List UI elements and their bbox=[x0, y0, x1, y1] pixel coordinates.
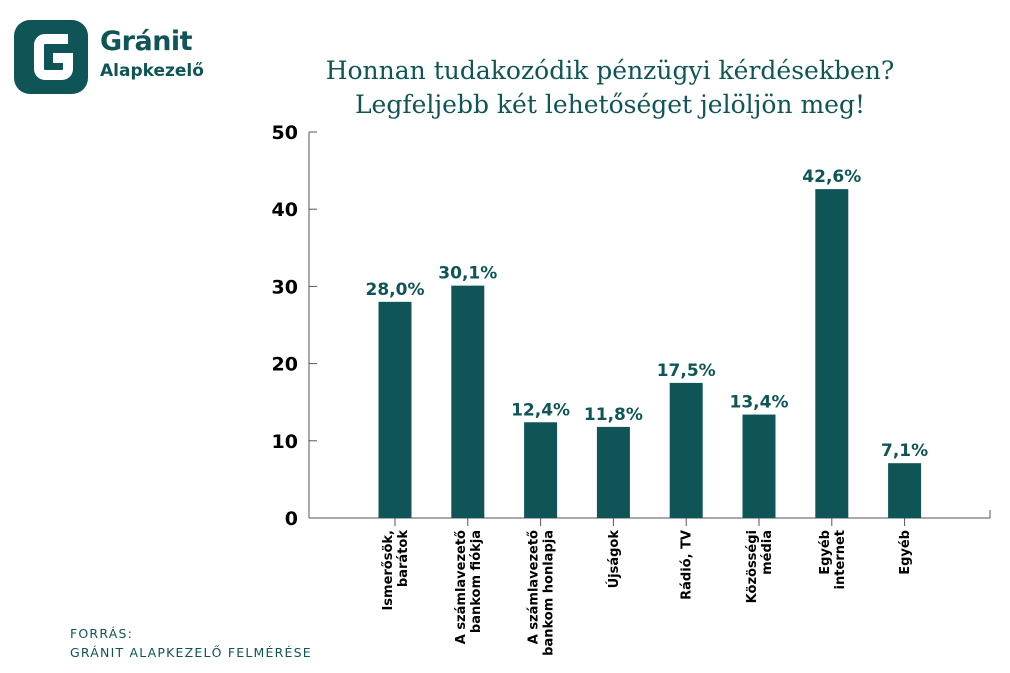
bar bbox=[524, 422, 558, 518]
x-tick-label: Egyébinternet bbox=[818, 530, 848, 589]
bar bbox=[596, 426, 630, 518]
y-tick-label: 0 bbox=[285, 508, 298, 530]
data-label: 7,1% bbox=[881, 441, 928, 461]
data-label: 11,8% bbox=[584, 405, 643, 425]
chart-title-line-2: Legfeljebb két lehetőséget jelöljön meg! bbox=[354, 90, 866, 119]
bar bbox=[742, 414, 776, 518]
x-tick-label: A számlavezetőbankom honlapja bbox=[527, 530, 557, 656]
bar bbox=[378, 301, 412, 518]
y-tick-label: 30 bbox=[272, 276, 298, 298]
y-tick-label: 20 bbox=[272, 354, 298, 376]
bar bbox=[888, 463, 922, 518]
bar bbox=[451, 285, 485, 518]
data-label: 30,1% bbox=[438, 264, 497, 284]
bar bbox=[815, 189, 849, 519]
data-label: 12,4% bbox=[511, 400, 570, 420]
chart-title-line-1: Honnan tudakozódik pénzügyi kérdésekben? bbox=[325, 56, 895, 85]
brand-name: Gránit bbox=[100, 26, 193, 57]
x-tick-label: Közösségimédia bbox=[745, 530, 775, 603]
x-tick-label: Ismerősök,barátok bbox=[381, 530, 411, 611]
source-note: FORRÁS: GRÁNIT ALAPKEZELŐ FELMÉRÉSE bbox=[70, 624, 312, 662]
x-tick-label: Rádió, TV bbox=[680, 530, 695, 600]
source-text: GRÁNIT ALAPKEZELŐ FELMÉRÉSE bbox=[70, 645, 312, 660]
y-tick-label: 50 bbox=[272, 122, 298, 144]
x-tick-label: Egyéb bbox=[898, 530, 913, 575]
x-tick-label: Újságok bbox=[606, 530, 622, 589]
bar bbox=[669, 382, 703, 518]
source-label: FORRÁS: bbox=[70, 626, 133, 641]
data-label: 17,5% bbox=[657, 361, 716, 381]
data-label: 28,0% bbox=[366, 280, 425, 300]
y-tick-label: 40 bbox=[272, 199, 298, 221]
data-label: 13,4% bbox=[730, 393, 789, 413]
y-tick-label: 10 bbox=[272, 431, 298, 453]
x-tick-label: A számlavezetőbankom fiókja bbox=[454, 530, 484, 644]
data-label: 42,6% bbox=[802, 167, 861, 187]
brand-subtitle: Alapkezelő bbox=[100, 61, 204, 81]
chart-title: Honnan tudakozódik pénzügyi kérdésekben?… bbox=[290, 54, 930, 122]
brand-logo: Gránit Alapkezelő bbox=[0, 0, 230, 110]
granit-logo-icon bbox=[14, 20, 88, 94]
